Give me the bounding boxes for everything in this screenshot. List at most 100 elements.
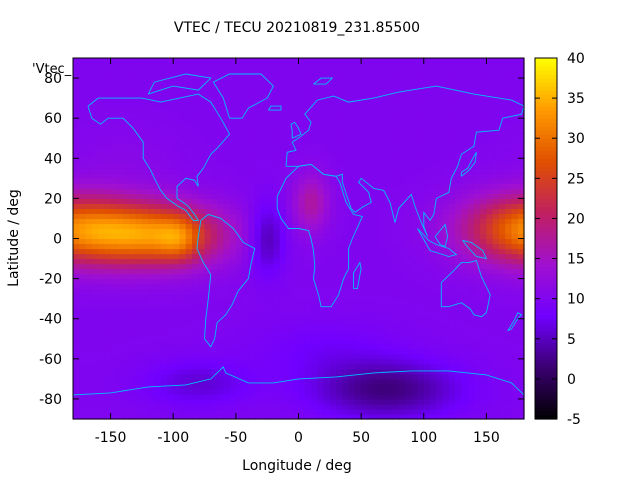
heatmap-cell bbox=[417, 308, 425, 315]
heatmap-cell bbox=[342, 103, 350, 109]
heatmap-cell bbox=[467, 308, 475, 315]
heatmap-cell bbox=[442, 143, 450, 149]
heatmap-cell bbox=[185, 288, 193, 295]
heatmap-cell bbox=[505, 273, 513, 280]
heatmap-cell bbox=[129, 138, 137, 144]
heatmap-cell bbox=[73, 198, 80, 204]
heatmap-cell bbox=[404, 308, 412, 315]
heatmap-cell bbox=[492, 338, 500, 345]
heatmap-cell bbox=[192, 408, 199, 415]
heatmap-cell bbox=[480, 358, 488, 365]
heatmap-cell bbox=[141, 118, 149, 124]
heatmap-cell bbox=[361, 103, 368, 109]
heatmap-cell bbox=[260, 298, 268, 305]
heatmap-cell bbox=[373, 308, 381, 315]
heatmap-cell bbox=[423, 298, 431, 305]
heatmap-cell bbox=[129, 248, 137, 255]
heatmap-cell bbox=[342, 108, 350, 114]
heatmap-cell bbox=[166, 373, 174, 380]
heatmap-cell bbox=[348, 293, 356, 300]
heatmap-cell bbox=[361, 318, 368, 325]
heatmap-cell bbox=[386, 303, 394, 310]
heatmap-cell bbox=[336, 338, 343, 345]
heatmap-cell bbox=[198, 343, 206, 350]
heatmap-cell bbox=[473, 73, 481, 79]
heatmap-cell bbox=[148, 338, 156, 345]
heatmap-cell bbox=[235, 183, 243, 189]
heatmap-cell bbox=[361, 238, 368, 245]
heatmap-cell bbox=[480, 258, 488, 265]
heatmap-cell bbox=[298, 218, 306, 225]
heatmap-cell bbox=[304, 253, 312, 260]
heatmap-cell bbox=[192, 323, 199, 330]
heatmap-cell bbox=[398, 303, 406, 310]
heatmap-cell bbox=[311, 283, 318, 290]
heatmap-cell bbox=[448, 383, 456, 390]
heatmap-cell bbox=[248, 323, 256, 330]
heatmap-cell bbox=[154, 328, 162, 335]
heatmap-cell bbox=[279, 158, 287, 164]
heatmap-cell bbox=[79, 333, 87, 340]
heatmap-cell bbox=[423, 263, 431, 270]
heatmap-cell bbox=[367, 338, 375, 345]
heatmap-cell bbox=[223, 288, 231, 295]
heatmap-cell bbox=[260, 63, 268, 69]
heatmap-cell bbox=[285, 123, 293, 129]
heatmap-cell bbox=[248, 143, 256, 149]
heatmap-cell bbox=[473, 223, 481, 230]
heatmap-cell bbox=[192, 388, 199, 395]
heatmap-cell bbox=[267, 118, 275, 124]
heatmap-cell bbox=[392, 203, 400, 210]
heatmap-cell bbox=[223, 63, 231, 69]
heatmap-cell bbox=[505, 343, 513, 350]
heatmap-cell bbox=[367, 103, 375, 109]
heatmap-cell bbox=[166, 228, 174, 235]
heatmap-cell bbox=[323, 73, 331, 79]
heatmap-cell bbox=[223, 68, 231, 74]
heatmap-cell bbox=[436, 63, 444, 69]
heatmap-cell bbox=[292, 313, 300, 320]
heatmap-cell bbox=[386, 138, 394, 144]
heatmap-cell bbox=[223, 373, 231, 380]
heatmap-cell bbox=[285, 293, 293, 300]
heatmap-cell bbox=[455, 323, 462, 330]
heatmap-cell bbox=[198, 83, 206, 89]
heatmap-cell bbox=[179, 393, 187, 400]
heatmap-cell bbox=[104, 328, 112, 335]
heatmap-cell bbox=[141, 238, 149, 245]
heatmap-cell bbox=[248, 388, 256, 395]
heatmap-cell bbox=[79, 228, 87, 235]
heatmap-cell bbox=[317, 353, 325, 360]
heatmap-cell bbox=[129, 313, 137, 320]
heatmap-cell bbox=[123, 158, 130, 164]
heatmap-cell bbox=[217, 338, 224, 345]
heatmap-cell bbox=[480, 353, 488, 360]
heatmap-cell bbox=[198, 408, 206, 415]
heatmap-cell bbox=[166, 93, 174, 99]
heatmap-cell bbox=[235, 88, 243, 94]
heatmap-cell bbox=[254, 153, 262, 159]
heatmap-cell bbox=[417, 253, 425, 260]
heatmap-cell bbox=[160, 213, 168, 220]
heatmap-cell bbox=[179, 93, 187, 99]
heatmap-cell bbox=[166, 403, 174, 410]
heatmap-cell bbox=[417, 333, 425, 340]
heatmap-cell bbox=[116, 293, 124, 300]
heatmap-cell bbox=[361, 108, 368, 114]
heatmap-cell bbox=[229, 133, 237, 139]
heatmap-cell bbox=[273, 138, 281, 144]
heatmap-cell bbox=[448, 73, 456, 79]
heatmap-cell bbox=[166, 153, 174, 159]
heatmap-cell bbox=[448, 63, 456, 69]
heatmap-cell bbox=[160, 123, 168, 129]
heatmap-cell bbox=[235, 363, 243, 370]
heatmap-cell bbox=[85, 413, 93, 420]
heatmap-cell bbox=[185, 108, 193, 114]
heatmap-cell bbox=[311, 83, 318, 89]
heatmap-cell bbox=[329, 183, 337, 189]
heatmap-cell bbox=[185, 318, 193, 325]
heatmap-cell bbox=[223, 163, 231, 169]
heatmap-cell bbox=[455, 188, 462, 194]
heatmap-cell bbox=[192, 63, 199, 69]
heatmap-cell bbox=[354, 203, 362, 210]
